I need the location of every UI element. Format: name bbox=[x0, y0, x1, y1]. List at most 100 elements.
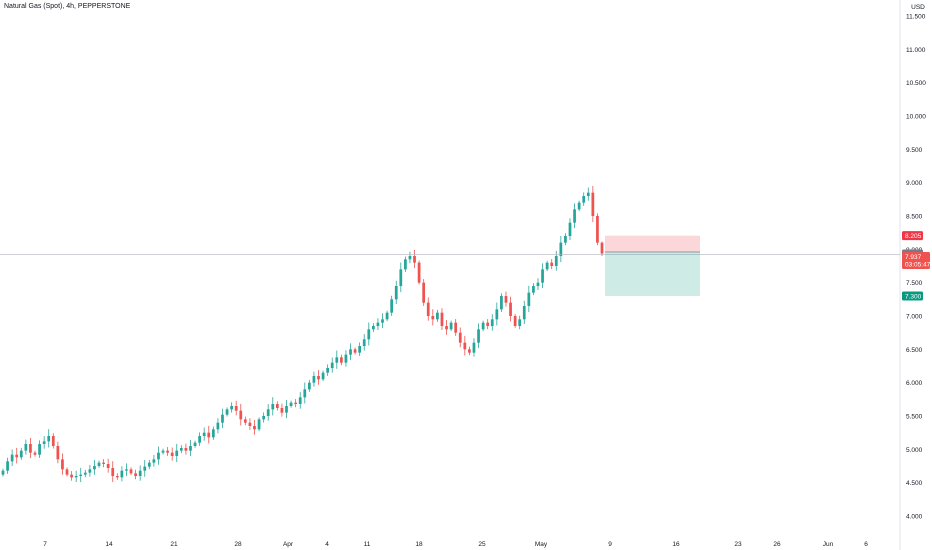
candle-body bbox=[550, 262, 554, 266]
candle-body bbox=[189, 446, 192, 451]
candle-body bbox=[500, 296, 503, 310]
x-tick-label: 9 bbox=[608, 541, 612, 548]
candle-body bbox=[93, 466, 96, 470]
candle-body bbox=[577, 202, 581, 210]
candle-body bbox=[554, 256, 558, 266]
candle-body bbox=[266, 409, 270, 416]
x-tick-label: 11 bbox=[364, 541, 371, 548]
target-price-label-bg bbox=[902, 291, 923, 301]
x-tick-label: 4 bbox=[325, 541, 329, 548]
candle-body bbox=[111, 468, 115, 476]
candle-body bbox=[564, 236, 567, 243]
candle-body bbox=[513, 316, 517, 326]
candle-body bbox=[385, 312, 389, 320]
candle-body bbox=[495, 309, 499, 320]
candle-body bbox=[335, 357, 339, 363]
candle-body bbox=[463, 342, 467, 350]
candle-body bbox=[143, 466, 147, 471]
stop-price-label: 8.205 bbox=[905, 233, 922, 240]
last-price-bg bbox=[902, 252, 930, 270]
candle-body bbox=[509, 302, 512, 316]
candle-body bbox=[358, 346, 362, 353]
y-tick-label: 6.500 bbox=[906, 347, 923, 354]
candle-body bbox=[303, 389, 307, 398]
candle-body bbox=[330, 362, 334, 368]
candle-body bbox=[468, 349, 471, 353]
candle-body bbox=[285, 406, 288, 413]
candle-body bbox=[367, 329, 371, 340]
candle-body bbox=[504, 296, 508, 303]
candle-body bbox=[234, 406, 238, 411]
candle-body bbox=[454, 322, 458, 333]
last-price-label: 7.937 bbox=[905, 254, 922, 261]
candle-body bbox=[518, 319, 522, 326]
y-tick-label: 7.000 bbox=[906, 314, 923, 321]
candle-body bbox=[436, 312, 439, 320]
candle-body bbox=[202, 432, 206, 436]
candle-body bbox=[326, 368, 330, 373]
candle-body bbox=[275, 404, 279, 408]
candle-body bbox=[596, 216, 599, 243]
candle-body bbox=[115, 476, 119, 478]
candle-body bbox=[486, 322, 490, 326]
candle-body bbox=[390, 299, 394, 313]
candle-body bbox=[257, 419, 261, 430]
candle-body bbox=[376, 322, 380, 326]
candle-body bbox=[321, 372, 325, 380]
candle-body bbox=[312, 376, 316, 383]
candle-body bbox=[568, 222, 572, 236]
y-tick-label: 10.500 bbox=[906, 80, 926, 87]
candle-body bbox=[591, 192, 595, 216]
candle-body bbox=[239, 410, 243, 420]
candle-body bbox=[83, 472, 87, 475]
candle-body bbox=[458, 332, 462, 343]
candle-body bbox=[70, 474, 73, 478]
candle-body bbox=[198, 436, 201, 443]
candle-body bbox=[541, 269, 544, 283]
candle-body bbox=[307, 382, 311, 390]
target-price-label: 7.300 bbox=[905, 293, 922, 300]
candle-body bbox=[481, 322, 485, 330]
candle-body bbox=[88, 469, 92, 473]
candle-body bbox=[65, 469, 69, 475]
candle-body bbox=[184, 448, 188, 451]
stop-price-label-bg bbox=[902, 231, 923, 241]
chart-title: Natural Gas (Spot), 4h, PEPPERSTONE bbox=[4, 3, 131, 10]
x-tick-label: 25 bbox=[478, 541, 486, 548]
x-tick-label: 16 bbox=[672, 541, 680, 548]
candle-body bbox=[175, 450, 179, 456]
candle-body bbox=[230, 406, 233, 410]
y-tick-label: 5.000 bbox=[906, 447, 923, 454]
y-tick-label: 11.500 bbox=[906, 14, 926, 21]
candle-body bbox=[404, 259, 407, 270]
candle-body bbox=[51, 436, 55, 446]
candle-body bbox=[372, 326, 375, 330]
x-tick-label: 28 bbox=[234, 541, 242, 548]
candle-body bbox=[413, 256, 416, 263]
candle-body bbox=[600, 242, 604, 254]
candle-body bbox=[47, 436, 51, 442]
candle-body bbox=[211, 429, 215, 438]
candle-body bbox=[440, 312, 444, 326]
candle-body bbox=[253, 426, 256, 430]
candle-body bbox=[559, 242, 563, 256]
candle-body bbox=[120, 470, 124, 478]
candle-body bbox=[317, 376, 320, 380]
candle-body bbox=[6, 461, 9, 471]
candle-body bbox=[362, 339, 366, 346]
candle-body bbox=[339, 357, 343, 363]
candle-body bbox=[353, 349, 357, 353]
y-tick-label: 11.000 bbox=[906, 47, 926, 54]
candle-body bbox=[399, 269, 403, 286]
candle-body bbox=[527, 292, 531, 306]
candle-body bbox=[102, 462, 105, 464]
candle-body bbox=[477, 329, 480, 343]
candle-body bbox=[344, 354, 348, 363]
candle-body bbox=[97, 462, 101, 466]
candle-body bbox=[125, 469, 128, 471]
candle-body bbox=[138, 470, 142, 476]
countdown-label: 03:05:47 bbox=[905, 262, 931, 269]
candle-body bbox=[19, 450, 23, 458]
candle-body bbox=[74, 476, 78, 478]
